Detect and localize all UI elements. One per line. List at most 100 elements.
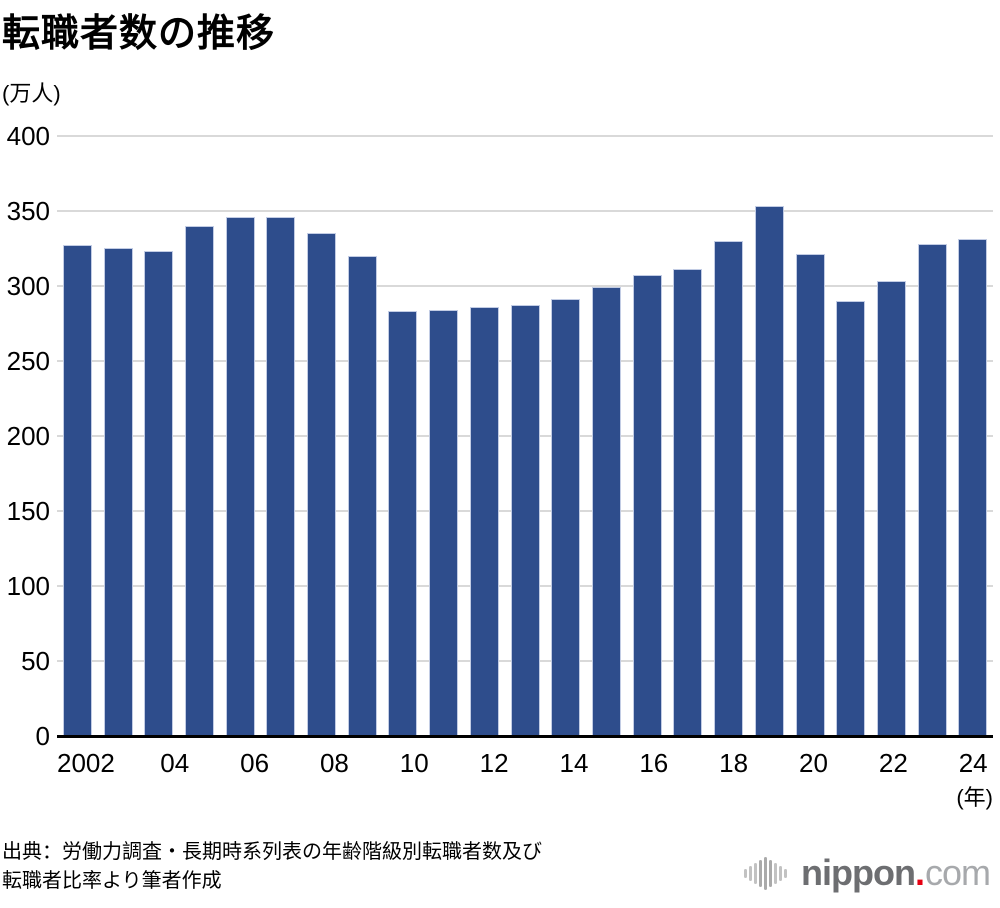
- bar-slot-2022: [871, 136, 912, 736]
- x-tick-label-2002: 2002: [57, 748, 115, 778]
- bar-slot-2024: [952, 136, 993, 736]
- bar-slot-2023: [912, 136, 953, 736]
- x-tick-empty: [674, 748, 714, 779]
- soundwave-bars-icon: [744, 853, 789, 893]
- logo-tld-text: com: [924, 852, 991, 893]
- bar-slot-2019: [749, 136, 790, 736]
- bar-2010: [388, 311, 418, 736]
- bar-2013: [510, 305, 540, 736]
- bar-2019: [754, 206, 784, 736]
- bar-2015: [591, 287, 621, 736]
- chart-title: 転職者数の推移: [2, 13, 276, 55]
- bar-2002: [62, 245, 92, 736]
- x-tick-label-2010: 10: [399, 748, 429, 778]
- x-tick-empty: [754, 748, 794, 779]
- x-tick-empty: [275, 748, 315, 779]
- bar-slot-2008: [301, 136, 342, 736]
- bar-series: [57, 136, 993, 736]
- bar-slot-2009: [342, 136, 383, 736]
- x-axis-line: [57, 735, 993, 738]
- y-tick-label-400: 400: [6, 121, 50, 151]
- y-tick-label-150: 150: [6, 496, 50, 526]
- bar-2006: [225, 217, 255, 736]
- bar-slot-2003: [98, 136, 139, 736]
- x-tick-empty: [354, 748, 394, 779]
- bar-slot-2012: [464, 136, 505, 736]
- bar-slot-2005: [179, 136, 220, 736]
- plot-area: [57, 135, 993, 738]
- bar-slot-2011: [423, 136, 464, 736]
- bar-2023: [917, 244, 947, 736]
- bar-slot-2013: [505, 136, 546, 736]
- bar-2021: [836, 301, 866, 736]
- x-tick-empty: [833, 748, 873, 779]
- x-tick-empty: [913, 748, 953, 779]
- soundwave-bar: [754, 862, 758, 884]
- bar-slot-2014: [545, 136, 586, 736]
- bar-slot-2020: [790, 136, 831, 736]
- bar-2004: [144, 251, 174, 736]
- gridline-350: [57, 210, 993, 212]
- y-tick-label-250: 250: [6, 346, 50, 376]
- bar-2007: [266, 217, 296, 736]
- soundwave-bar: [779, 865, 783, 881]
- bar-2005: [184, 226, 214, 736]
- x-axis-unit-label: (年): [956, 785, 993, 810]
- logo-dot: .: [914, 852, 925, 893]
- source-text: 出典：労働力調査・長期時系列表の年齢階級別転職者数及び 転職者比率より筆者作成: [2, 838, 542, 896]
- soundwave-bar: [774, 862, 778, 884]
- x-tick-empty: [594, 748, 634, 779]
- bar-2017: [673, 269, 703, 736]
- bar-slot-2021: [830, 136, 871, 736]
- x-tick-label-2006: 06: [240, 748, 270, 778]
- soundwave-bar: [769, 859, 773, 887]
- bar-2014: [551, 299, 581, 736]
- x-tick-empty: [115, 748, 155, 779]
- x-tick-label-2022: 22: [878, 748, 908, 778]
- bar-2020: [795, 254, 825, 736]
- bar-slot-2016: [627, 136, 668, 736]
- x-tick-label-2020: 20: [799, 748, 828, 778]
- bar-2011: [429, 310, 459, 736]
- y-tick-label-350: 350: [6, 196, 50, 226]
- x-tick-label-2016: 16: [639, 748, 669, 778]
- source-line-1: 出典：労働力調査・長期時系列表の年齢階級別転職者数及び: [2, 841, 542, 863]
- bar-slot-2010: [383, 136, 424, 736]
- y-axis-unit-label: (万人): [2, 81, 61, 106]
- bar-2003: [103, 248, 133, 736]
- x-tick-empty: [514, 748, 554, 779]
- soundwave-bar: [749, 865, 753, 881]
- bar-2018: [714, 241, 744, 736]
- x-tick-label-2012: 12: [479, 748, 509, 778]
- nippon-logo: nippon. com: [744, 852, 991, 894]
- bar-slot-2018: [708, 136, 749, 736]
- y-tick-label-0: 0: [35, 721, 50, 751]
- y-tick-label-100: 100: [6, 571, 50, 601]
- bar-2012: [469, 307, 499, 736]
- gridline-300: [57, 285, 993, 287]
- x-tick-empty: [195, 748, 235, 779]
- bar-slot-2007: [261, 136, 302, 736]
- bar-2022: [876, 281, 906, 736]
- y-axis-tick-labels: 400 350 300 250 200 150 100 50 0: [0, 123, 50, 749]
- bar-2008: [307, 233, 337, 736]
- soundwave-bar: [759, 859, 763, 887]
- bar-slot-2015: [586, 136, 627, 736]
- bar-slot-2006: [220, 136, 261, 736]
- source-line-2: 転職者比率より筆者作成: [2, 870, 222, 892]
- x-tick-label-2018: 18: [719, 748, 749, 778]
- x-tick-label-2004: 04: [160, 748, 190, 778]
- soundwave-bar: [784, 868, 788, 878]
- soundwave-bar: [744, 868, 748, 878]
- x-tick-label-2024: 24: [958, 748, 988, 778]
- y-tick-label-50: 50: [21, 646, 50, 676]
- x-tick-label-2014: 14: [559, 748, 589, 778]
- bar-slot-2002: [57, 136, 98, 736]
- y-tick-label-300: 300: [6, 271, 50, 301]
- bar-slot-2004: [138, 136, 179, 736]
- bar-2016: [632, 275, 662, 736]
- x-axis-tick-labels: 2002 04 06 08 10 12 14 16 18 20 22 24: [57, 748, 993, 779]
- x-tick-empty: [434, 748, 474, 779]
- gridline-400: [57, 135, 993, 137]
